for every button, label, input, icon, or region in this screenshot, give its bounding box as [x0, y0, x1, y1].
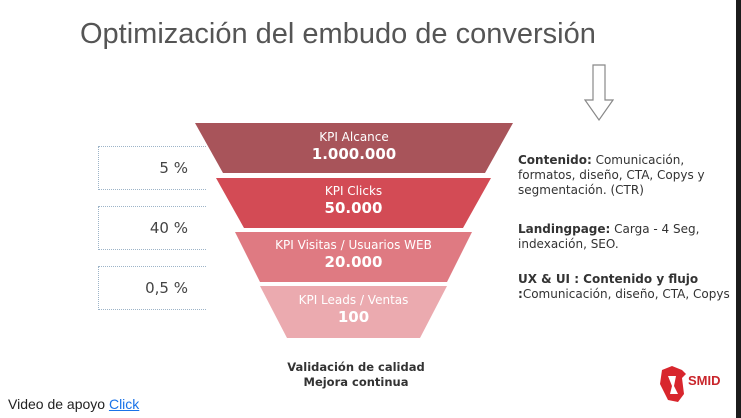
edge-bar — [736, 0, 741, 418]
funnel-stage-value: 20.000 — [324, 253, 383, 271]
logo-wordmark: SMID — [688, 373, 721, 388]
funnel-stage-visitas-text: KPI Visitas / Usuarios WEB 20.000 — [235, 238, 472, 272]
funnel-stage-label: KPI Leads / Ventas — [298, 293, 409, 307]
footer: Video de apoyo Click — [8, 396, 139, 412]
note-heading: Contenido: — [518, 153, 592, 167]
conversion-rate-1: 5 % — [98, 146, 206, 190]
funnel-stage-alcance — [195, 123, 513, 173]
conversion-rate-value: 0,5 % — [145, 279, 188, 297]
quality-caption: Validación de calidad Mejora continua — [280, 360, 432, 390]
funnel-stage-alcance-text: KPI Alcance 1.000.000 — [195, 130, 513, 164]
down-arrow-icon — [584, 64, 614, 122]
funnel-stage-clicks — [216, 178, 491, 228]
funnel-stage-leads-text: KPI Leads / Ventas 100 — [260, 293, 447, 327]
note-text: Comunicación, formatos, diseño, CTA, Cop… — [518, 153, 705, 197]
page-title: Optimización del embudo de conversión — [80, 18, 596, 50]
funnel-stage-value: 50.000 — [324, 199, 383, 217]
note-heading: Landingpage: — [518, 222, 611, 236]
funnel-stage-clicks-text: KPI Clicks 50.000 — [216, 184, 491, 218]
video-link[interactable]: Click — [108, 396, 140, 412]
conversion-rate-value: 5 % — [159, 159, 188, 177]
conversion-rate-3: 0,5 % — [98, 266, 206, 310]
footer-text: Video de apoyo — [8, 396, 106, 412]
quality-line-2: Mejora continua — [303, 375, 409, 389]
funnel-stage-leads — [260, 286, 447, 338]
funnel-stage-visitas — [235, 232, 472, 282]
funnel-stage-label: KPI Visitas / Usuarios WEB — [275, 238, 432, 252]
note-contenido: Contenido: Comunicación, formatos, diseñ… — [518, 153, 733, 198]
funnel-stage-label: KPI Alcance — [319, 130, 389, 144]
quality-line-1: Validación de calidad — [287, 360, 425, 374]
conversion-rate-2: 40 % — [98, 206, 206, 250]
note-text: Comunicación, diseño, CTA, Copys — [522, 287, 730, 301]
note-heading: UX & UI : Contenido y flujo : — [518, 272, 699, 301]
smid-logo-icon — [660, 366, 686, 402]
funnel-stage-label: KPI Clicks — [324, 184, 383, 198]
conversion-rate-value: 40 % — [149, 219, 188, 237]
funnel-stage-value: 100 — [337, 308, 370, 326]
note-ux-ui: UX & UI : Contenido y flujo :Comunicació… — [518, 272, 733, 302]
funnel-stage-value: 1.000.000 — [311, 145, 397, 163]
note-landingpage: Landingpage: Carga - 4 Seg, indexación, … — [518, 222, 733, 252]
note-text: Carga - 4 Seg, indexación, SEO. — [518, 222, 700, 251]
